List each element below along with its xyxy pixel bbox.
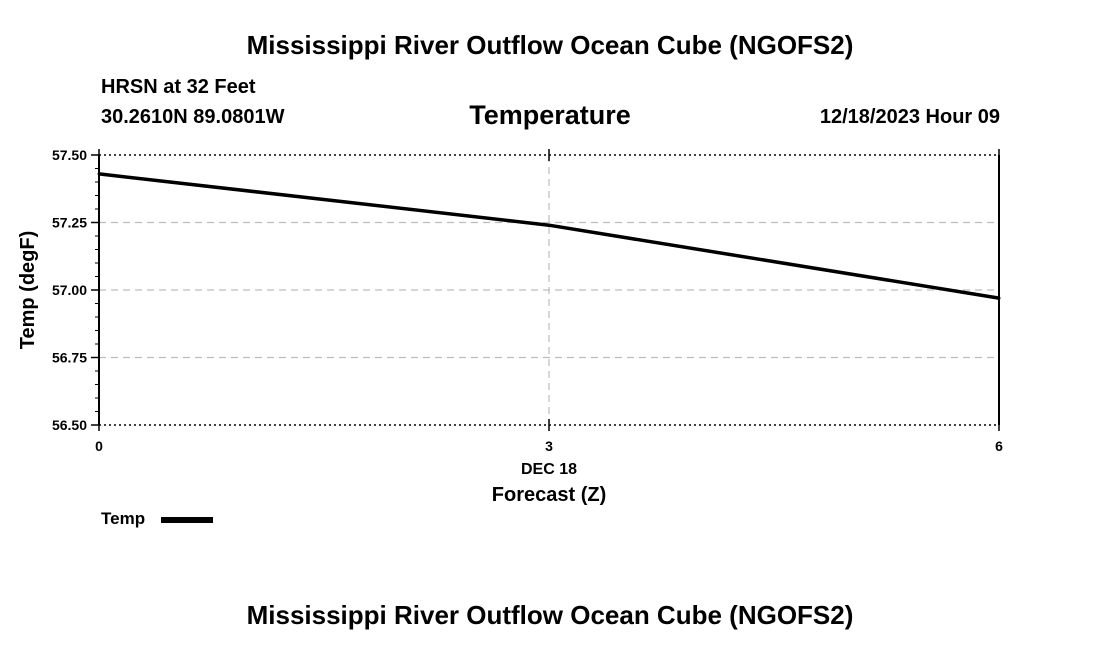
y-tick-label: 56.50 <box>52 417 87 433</box>
y-tick-label: 57.50 <box>52 147 87 163</box>
x-tick-label: 6 <box>995 438 1003 454</box>
data-point <box>997 296 1001 300</box>
data-point <box>97 172 101 176</box>
data-point <box>547 223 551 227</box>
page-title-top: Mississippi River Outflow Ocean Cube (NG… <box>246 30 854 60</box>
y-tick-label: 57.25 <box>52 215 87 231</box>
station-coordinates: 30.2610N 89.0801W <box>101 106 285 128</box>
y-axis-title: Temp (degF) <box>17 231 39 350</box>
valid-time: 12/18/2023 Hour 09 <box>819 106 1000 128</box>
chart-title: Temperature <box>469 100 631 130</box>
x-tick-label: 0 <box>95 438 103 454</box>
x-axis-title: Forecast (Z) <box>492 484 606 506</box>
page-title-bottom: Mississippi River Outflow Ocean Cube (NG… <box>246 600 854 630</box>
x-tick-label: 3 <box>545 438 553 454</box>
x-date-label: DEC 18 <box>521 461 577 478</box>
y-tick-label: 56.75 <box>52 350 87 366</box>
legend-label: Temp <box>101 509 146 528</box>
legend-swatch <box>161 517 213 523</box>
station-label: HRSN at 32 Feet <box>101 76 256 98</box>
y-tick-label: 57.00 <box>52 282 87 298</box>
